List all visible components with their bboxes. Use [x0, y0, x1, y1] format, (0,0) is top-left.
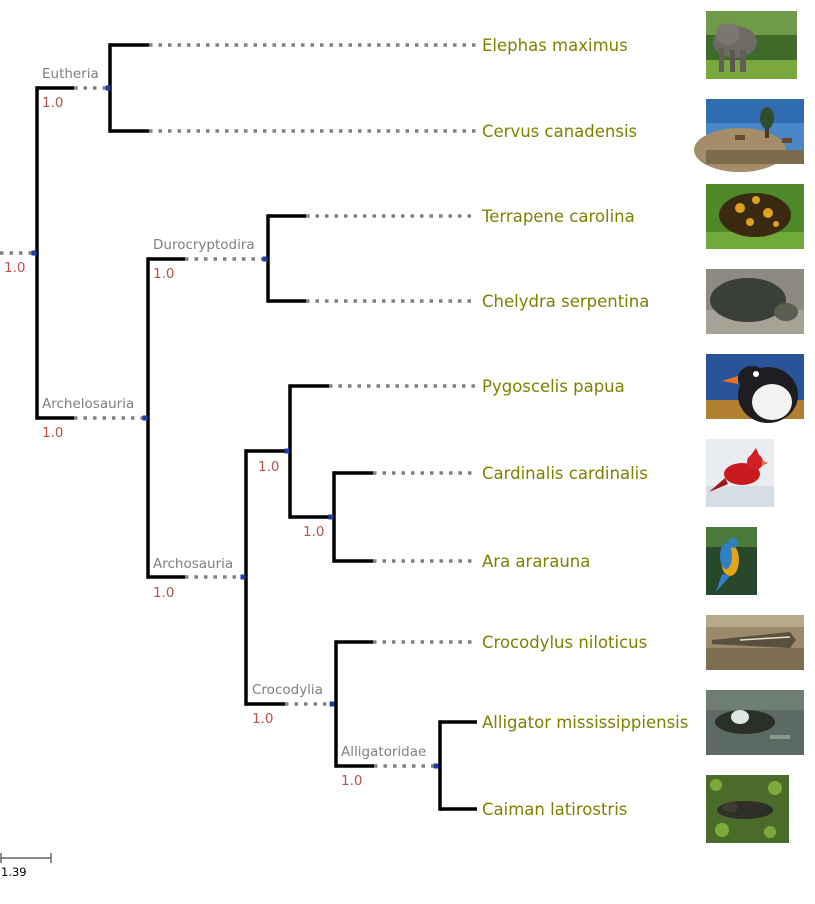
leaf-label: Pygoscelis papua [482, 377, 625, 396]
clade-label-durocryptodira: Durocryptodira [153, 237, 255, 253]
leaf-label: Crocodylus niloticus [482, 633, 647, 652]
scale-bar: 1.39 [0, 853, 52, 879]
support-value-durocryptodira: 1.0 [153, 266, 174, 282]
leaf-label: Terrapene carolina [481, 207, 635, 226]
durocryptodira-node-marker [262, 256, 268, 262]
leaf-label: Caiman latirostris [482, 800, 627, 819]
archosauria-node-marker [240, 574, 246, 580]
leaf-label: Cervus canadensis [482, 122, 637, 141]
branches [35, 43, 477, 811]
root-node-marker [31, 250, 37, 256]
nile-crocodile-photo [706, 615, 804, 670]
leaf-label: Alligator mississippiensis [482, 713, 688, 732]
box-turtle-photo [706, 184, 804, 249]
alligatoridae-node-marker [433, 763, 439, 769]
snapping-turtle-photo [706, 269, 804, 334]
eutheria-node-marker [105, 85, 111, 91]
clade-label-alligatoridae: Alligatoridae [341, 744, 426, 760]
support-value-root: 1.0 [4, 260, 25, 276]
scale-bar-label: 1.39 [1, 865, 27, 879]
leaf-label: Elephas maximus [482, 36, 628, 55]
leaf-labels: Elephas maximus Cervus canadensis Terrap… [481, 36, 688, 819]
support-value-archosauria: 1.0 [153, 585, 174, 601]
support-value-aves: 1.0 [258, 459, 279, 475]
elephant-photo [706, 11, 797, 79]
clade-labels: Eutheria Archelosauria Durocryptodira Ar… [42, 66, 426, 760]
archelosauria-node-marker [142, 415, 148, 421]
aves-node-marker [284, 448, 290, 454]
clade-label-eutheria: Eutheria [42, 66, 99, 82]
cardinal-photo [706, 439, 774, 507]
support-value-archelosauria: 1.0 [42, 425, 63, 441]
leaf-label: Cardinalis cardinalis [482, 464, 648, 483]
clade-label-archelosauria: Archelosauria [42, 396, 134, 412]
support-value-cardinalis-ara: 1.0 [303, 524, 324, 540]
support-value-eutheria: 1.0 [42, 95, 63, 111]
crocodylia-node-marker [329, 701, 335, 707]
macaw-photo [706, 527, 757, 595]
support-value-crocodylia: 1.0 [252, 711, 273, 727]
leaf-label: Chelydra serpentina [482, 292, 649, 311]
clade-label-archosauria: Archosauria [153, 556, 233, 572]
caiman-photo [706, 775, 789, 843]
node-markers [31, 85, 439, 769]
elk-photo [694, 99, 804, 172]
clade-label-crocodylia: Crocodylia [252, 682, 323, 698]
gentoo-penguin-photo [706, 354, 804, 423]
cardinalis-ara-node-marker [328, 514, 334, 520]
leaf-label: Ara ararauna [482, 552, 590, 571]
guide-lines [0, 43, 477, 768]
support-values: 1.0 1.0 1.0 1.0 1.0 1.0 1.0 1.0 1.0 [4, 95, 362, 789]
support-value-alligatoridae: 1.0 [341, 773, 362, 789]
alligator-photo [706, 690, 804, 755]
species-thumbnails [694, 11, 804, 843]
